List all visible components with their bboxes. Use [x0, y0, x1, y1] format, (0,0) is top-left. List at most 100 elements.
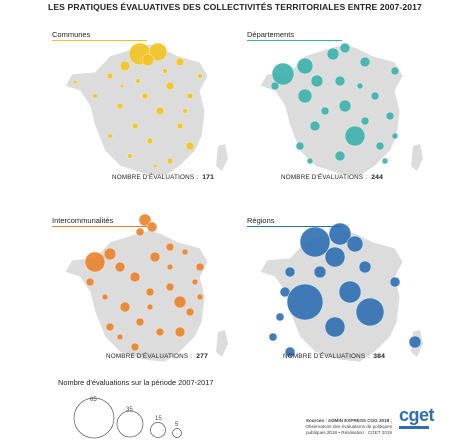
bubble	[185, 141, 195, 151]
legend-title: Nombre d'évaluations sur la période 2007…	[58, 378, 214, 387]
bubble	[116, 102, 124, 110]
bubble	[131, 122, 139, 130]
bubble	[359, 56, 371, 68]
bubble	[166, 157, 174, 165]
bubble	[176, 122, 184, 130]
bubble	[328, 222, 352, 246]
panel-label: Communes	[52, 30, 91, 39]
bubble	[306, 157, 314, 165]
legend-value: 5	[175, 422, 179, 428]
bubble	[297, 88, 313, 104]
bubble	[195, 262, 205, 272]
bubble	[166, 263, 174, 271]
cget-logo: cget	[399, 405, 435, 425]
france-map-departements	[259, 42, 423, 177]
bubbles-communes	[72, 42, 203, 169]
bubble	[334, 75, 346, 87]
sources-line: publiques 2018 • Réalisation : CGET 2019	[305, 430, 392, 435]
legend-circle-35	[116, 410, 144, 438]
bubble	[146, 137, 154, 145]
bubble	[148, 42, 168, 62]
bubble	[173, 295, 187, 309]
bubble	[92, 93, 98, 99]
bubble	[191, 278, 199, 286]
bubble	[268, 332, 278, 342]
bubble	[389, 276, 401, 288]
bubble	[370, 91, 380, 101]
panel-departements: Départements NOMBRE D'ÉVALUATIONS :244	[245, 26, 445, 191]
bubbles-regions	[268, 222, 422, 358]
panel-intercommunalites: Intercommunalités NOMBRE D'ÉVALUATIONS :…	[50, 212, 250, 377]
bubble	[355, 297, 385, 327]
sources-line: Sources : ADMIN EXPRESS COG 2018 ;	[305, 418, 392, 423]
legend-circle-5	[172, 428, 182, 438]
bubble	[185, 307, 195, 317]
panel-underline	[247, 226, 342, 227]
bubble	[165, 242, 175, 252]
bubble	[152, 163, 158, 169]
bubble	[116, 333, 124, 341]
bubble	[299, 226, 331, 258]
panel-label: Intercommunalités	[52, 216, 114, 225]
bubble	[114, 261, 126, 273]
bubble	[320, 106, 330, 116]
bubble	[162, 68, 168, 74]
bubble	[385, 111, 395, 121]
bubble	[381, 157, 389, 165]
panel-regions: Régions NOMBRE D'ÉVALUATIONS :384	[245, 212, 445, 377]
bubble	[271, 62, 295, 86]
bubbles-departements	[270, 42, 400, 165]
bubble	[324, 246, 346, 268]
map-title: LES PRATIQUES ÉVALUATIVES DES COLLECTIVI…	[48, 2, 422, 12]
bubble	[106, 72, 114, 80]
evaluation-count: NOMBRE D'ÉVALUATIONS :277	[106, 353, 209, 360]
size-legend	[73, 397, 182, 439]
bubble	[338, 280, 362, 304]
bubble	[324, 316, 346, 338]
logo-bar	[399, 426, 429, 429]
bubble	[103, 247, 117, 261]
bubble	[344, 125, 366, 147]
evaluation-count: NOMBRE D'ÉVALUATIONS :244	[281, 174, 384, 181]
legend-circle-15	[150, 422, 166, 438]
bubble	[146, 221, 158, 233]
bubble	[145, 287, 155, 297]
legend-value: 35	[126, 407, 133, 413]
bubble	[408, 335, 422, 349]
bubble	[295, 141, 305, 151]
bubble	[141, 53, 155, 67]
bubble	[119, 60, 131, 72]
bubble	[107, 133, 113, 139]
sources-line: Observatoire des évaluations de politiqu…	[305, 424, 392, 429]
bubble	[146, 303, 154, 311]
evaluation-count: NOMBRE D'ÉVALUATIONS :384	[283, 353, 386, 360]
france-map-communes	[64, 42, 228, 177]
bubble	[186, 92, 194, 100]
bubble	[196, 293, 204, 301]
bubble	[182, 108, 188, 114]
bubble	[127, 153, 133, 159]
bubble	[360, 116, 370, 126]
bubble	[375, 141, 385, 151]
bubbles-intercommunalites	[84, 213, 205, 352]
legend-value: 15	[155, 416, 162, 422]
bubble	[356, 82, 364, 90]
bubble	[284, 266, 296, 278]
bubble	[135, 317, 145, 327]
legend-circle-65	[73, 397, 115, 439]
bubble	[175, 57, 185, 67]
bubble	[390, 66, 400, 76]
panel-communes: Communes NOMBRE D'ÉVALUATIONS :171	[50, 26, 250, 191]
bubble	[181, 248, 189, 256]
bubble	[174, 326, 186, 338]
bubble	[72, 79, 78, 85]
bubble	[270, 81, 280, 91]
panel-underline	[247, 40, 342, 41]
bubble	[85, 277, 95, 287]
bubble	[313, 265, 327, 279]
legend-value: 65	[90, 397, 97, 403]
bubble	[149, 251, 161, 263]
bubble	[129, 271, 141, 283]
bubble	[165, 81, 175, 91]
bubble	[84, 251, 106, 273]
